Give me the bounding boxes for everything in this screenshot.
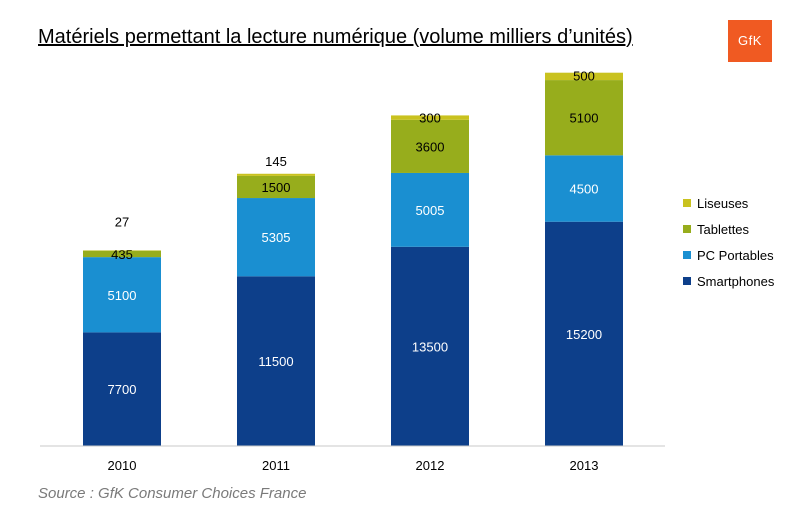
value-label-smartphones-2010: 7700 <box>108 382 137 397</box>
bar-smartphones-2012 <box>391 246 469 446</box>
source-note: Source : GfK Consumer Choices France <box>38 485 307 502</box>
value-label-tablettes-2013: 5100 <box>570 111 599 126</box>
value-label-pc-portables-2010: 5100 <box>108 288 137 303</box>
x-tick-label-2012: 2012 <box>416 458 445 473</box>
bar-liseuses-2011 <box>237 173 315 176</box>
gfk-logo: GfK <box>728 20 772 62</box>
bar-pc-portables-2012 <box>391 172 469 247</box>
value-label-smartphones-2011: 11500 <box>258 354 293 369</box>
value-label-smartphones-2012: 13500 <box>412 339 448 354</box>
legend-swatch-pc-portables <box>683 251 691 259</box>
legend-swatch-tablettes <box>683 225 691 233</box>
legend-item-smartphones: Smartphones <box>683 268 774 294</box>
legend-label-pc-portables: PC Portables <box>697 247 774 263</box>
legend-label-liseuses: Liseuses <box>697 195 749 211</box>
bar-pc-portables-2013 <box>545 155 623 222</box>
legend-item-tablettes: Tablettes <box>683 216 774 242</box>
legend-item-liseuses: Liseuses <box>683 190 774 216</box>
value-label-pc-portables-2011: 5305 <box>262 230 291 245</box>
bar-liseuses-2012 <box>391 115 469 120</box>
legend-item-pc-portables: PC Portables <box>683 242 774 268</box>
bar-smartphones-2011 <box>237 276 315 446</box>
legend-label-tablettes: Tablettes <box>697 221 750 237</box>
bar-tablettes-2010 <box>83 250 161 258</box>
value-label-tablettes-2011: 1500 <box>262 180 291 195</box>
value-label-liseuses-2013: 500 <box>573 69 595 84</box>
bar-tablettes-2012 <box>391 119 469 173</box>
legend: Liseuses Tablettes PC Portables Smartphones <box>683 190 774 294</box>
legend-swatch-smartphones <box>683 277 691 285</box>
value-label-smartphones-2013: 15200 <box>566 327 602 342</box>
value-label-liseuses-2012: 300 <box>419 110 441 125</box>
bar-tablettes-2011 <box>237 175 315 199</box>
bar-liseuses-2013 <box>545 72 623 81</box>
bar-smartphones-2013 <box>545 221 623 446</box>
bar-smartphones-2010 <box>83 332 161 446</box>
value-label-tablettes-2010: 435 <box>111 247 133 262</box>
x-tick-labels: 2010 2011 2012 2013 <box>108 458 599 473</box>
value-label-pc-portables-2012: 5005 <box>416 203 445 218</box>
value-label-liseuses-2010: 27 <box>115 214 129 229</box>
x-tick-label-2013: 2013 <box>570 458 599 473</box>
bar-pc-portables-2011 <box>237 198 315 277</box>
bars-layer: 7700 5100 435 27 11500 5305 1500 145 13500 5005 36… <box>83 69 623 446</box>
value-label-tablettes-2012: 3600 <box>416 139 445 154</box>
bar-tablettes-2013 <box>545 80 623 156</box>
x-tick-label-2011: 2011 <box>262 458 290 473</box>
value-label-liseuses-2011: 145 <box>265 154 287 169</box>
x-tick-label-2010: 2010 <box>108 458 137 473</box>
bar-pc-portables-2010 <box>83 257 161 333</box>
chart-title: Matériels permettant la lecture numériqu… <box>38 26 633 48</box>
legend-swatch-liseuses <box>683 199 691 207</box>
value-label-pc-portables-2013: 4500 <box>570 182 599 197</box>
legend-label-smartphones: Smartphones <box>697 273 775 289</box>
